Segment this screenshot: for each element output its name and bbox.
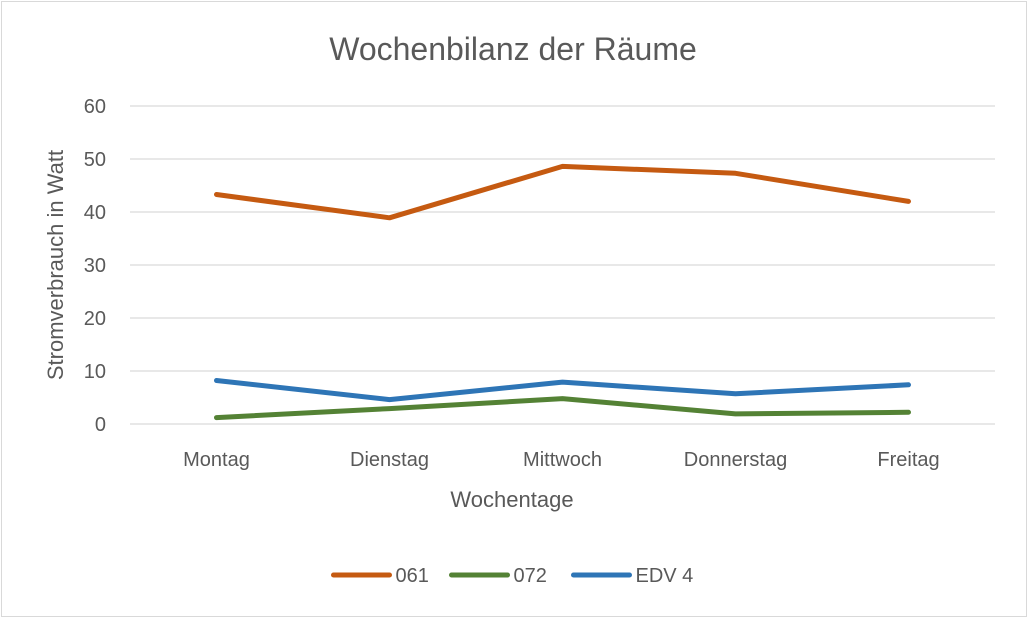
series-line-061 — [214, 163, 911, 221]
legend-label: 061 — [396, 565, 429, 587]
y-tick-label: 20 — [84, 308, 106, 330]
x-tick-label: Freitag — [877, 449, 939, 471]
y-tick-label: 40 — [84, 202, 106, 224]
y-tick-label: 10 — [84, 361, 106, 383]
series-line-072 — [214, 396, 911, 421]
gridlines — [130, 105, 995, 425]
x-axis-ticks: Montag Dienstag Mittwoch Donnerstag Freitag — [183, 449, 939, 471]
x-tick-label: Dienstag — [350, 449, 429, 471]
y-tick-label: 60 — [84, 96, 106, 118]
x-tick-label: Donnerstag — [684, 449, 787, 471]
x-tick-label: Montag — [183, 449, 250, 471]
series-lines — [214, 163, 911, 421]
y-tick-label: 0 — [95, 414, 106, 436]
x-tick-label: Mittwoch — [523, 449, 602, 471]
y-tick-label: 50 — [84, 149, 106, 171]
legend: 061 072 EDV 4 — [331, 565, 694, 587]
chart-title: Wochenbilanz der Räume — [329, 31, 697, 67]
y-axis-title: Stromverbrauch in Watt — [43, 150, 68, 380]
x-axis-title: Wochentage — [450, 487, 573, 512]
legend-label: 072 — [514, 565, 547, 587]
series-line-edv-4 — [214, 378, 911, 403]
y-tick-label: 30 — [84, 255, 106, 277]
legend-label: EDV 4 — [636, 565, 694, 587]
y-axis-ticks: 0 10 20 30 40 50 60 — [84, 96, 106, 436]
